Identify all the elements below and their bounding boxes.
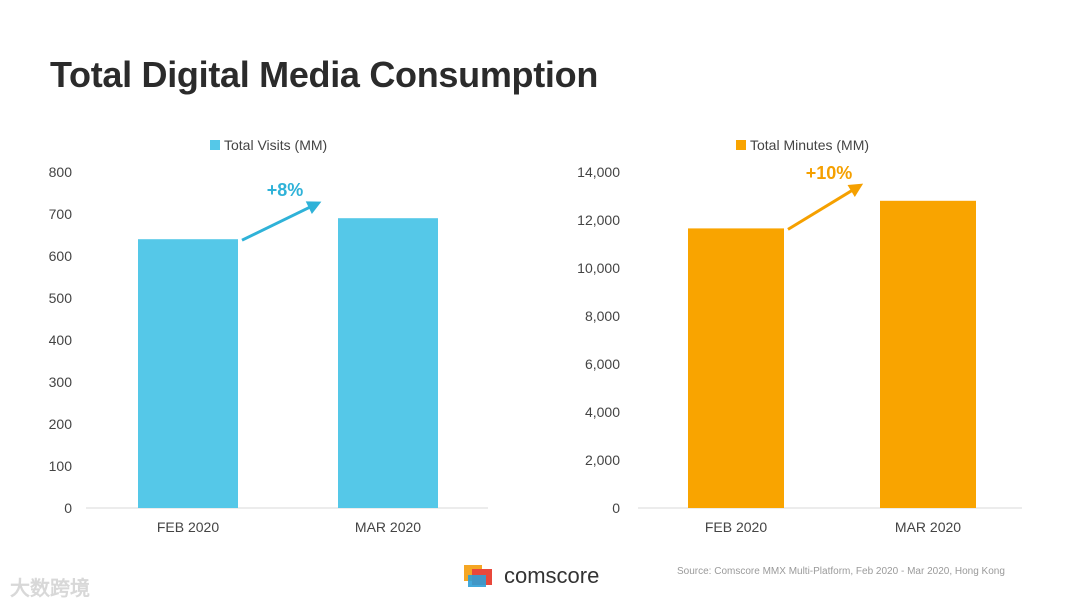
y-tick-label: 100: [49, 458, 73, 474]
x-tick-label: FEB 2020: [705, 519, 767, 535]
y-tick-label: 400: [49, 332, 73, 348]
growth-arrowhead: [305, 201, 322, 214]
x-tick-label: MAR 2020: [355, 519, 421, 535]
y-tick-label: 0: [64, 500, 72, 516]
legend-swatch: [736, 140, 746, 150]
y-tick-label: 300: [49, 374, 73, 390]
y-tick-label: 700: [49, 206, 73, 222]
growth-arrow: [787, 185, 859, 231]
legend-label: Total Minutes (MM): [750, 137, 869, 153]
y-tick-label: 500: [49, 290, 73, 306]
x-tick-label: MAR 2020: [895, 519, 961, 535]
bar: [338, 218, 438, 508]
watermark: 大数跨境: [10, 578, 90, 600]
y-tick-label: 600: [49, 248, 73, 264]
growth-arrow: [241, 202, 317, 242]
comscore-logo-icon: [464, 563, 496, 589]
page-title: Total Digital Media Consumption: [50, 54, 599, 95]
logo-text: comscore: [504, 563, 600, 588]
x-tick-label: FEB 2020: [157, 519, 219, 535]
growth-label: +10%: [806, 163, 853, 183]
bar: [138, 239, 238, 508]
bar: [688, 228, 784, 508]
y-tick-label: 800: [49, 164, 73, 180]
comscore-logo: comscore: [464, 563, 599, 589]
y-tick-label: 0: [612, 500, 620, 516]
y-tick-label: 12,000: [577, 212, 620, 228]
y-tick-label: 14,000: [577, 164, 620, 180]
legend-label: Total Visits (MM): [224, 137, 327, 153]
y-tick-label: 4,000: [585, 404, 620, 420]
growth-arrowhead: [847, 183, 864, 197]
source-note: Source: Comscore MMX Multi-Platform, Feb…: [677, 566, 1005, 577]
y-tick-label: 6,000: [585, 356, 620, 372]
y-tick-label: 10,000: [577, 260, 620, 276]
growth-label: +8%: [267, 180, 304, 200]
bar: [880, 200, 976, 509]
y-tick-label: 200: [49, 416, 73, 432]
y-tick-label: 2,000: [585, 452, 620, 468]
legend-swatch: [210, 140, 220, 150]
y-tick-label: 8,000: [585, 308, 620, 324]
